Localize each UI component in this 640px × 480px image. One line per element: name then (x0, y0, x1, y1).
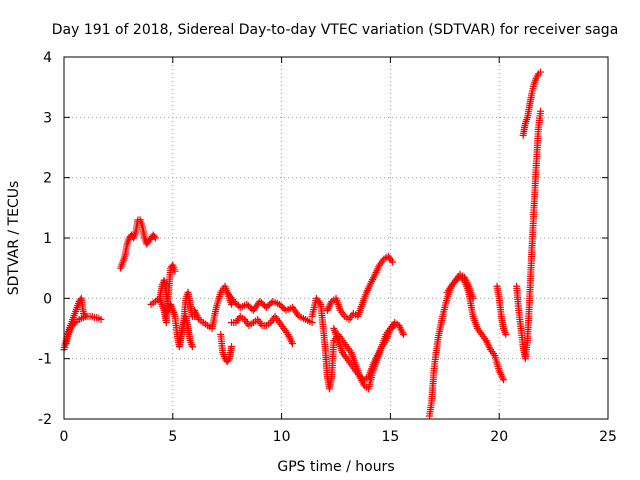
data-point (469, 294, 477, 302)
data-point (230, 297, 238, 305)
data-point (262, 303, 270, 311)
data-point (231, 299, 239, 307)
y-tick-label: -2 (38, 412, 52, 428)
data-point (500, 376, 508, 384)
x-tick-label: 5 (168, 429, 177, 445)
y-axis-label: SDTVAR / TECUs (6, 181, 22, 296)
y-tick-label: 0 (43, 291, 52, 307)
y-tick-label: 3 (43, 110, 52, 126)
data-point (537, 68, 545, 76)
data-point (171, 267, 179, 275)
data-point (256, 297, 264, 305)
chart-title: Day 191 of 2018, Sidereal Day-to-day VTE… (52, 22, 619, 38)
data-point (243, 300, 251, 308)
x-tick-label: 20 (490, 429, 508, 445)
data-point (277, 302, 285, 310)
data-point (244, 302, 252, 310)
data-point (257, 299, 265, 307)
data-point (82, 312, 90, 320)
data-point (233, 300, 241, 308)
y-tick-label: 2 (43, 171, 52, 187)
data-point (279, 303, 287, 311)
data-point (288, 340, 296, 348)
axis-ticks: 0 5 10 15 20 25 -2 -1 0 1 2 3 4 (38, 50, 617, 445)
data-point (97, 315, 105, 323)
data-point (228, 343, 236, 351)
data-point (308, 318, 316, 326)
data-point (150, 232, 158, 240)
data-point (264, 302, 272, 310)
data-points (60, 68, 545, 420)
data-point (259, 300, 267, 308)
data-point (502, 331, 510, 339)
data-point (537, 107, 545, 115)
plot-frame (63, 56, 609, 420)
x-tick-label: 0 (60, 429, 69, 445)
data-point (188, 343, 196, 351)
data-point (389, 258, 397, 266)
x-axis-label: GPS time / hours (277, 459, 394, 475)
x-tick-label: 25 (599, 429, 617, 445)
data-point (399, 331, 407, 339)
data-point (246, 303, 254, 311)
y-tick-label: 4 (43, 50, 52, 66)
data-point (224, 356, 232, 364)
data-point (151, 234, 159, 242)
y-tick-label: 1 (43, 231, 52, 247)
x-tick-label: 15 (381, 429, 399, 445)
y-tick-label: -1 (38, 352, 52, 368)
data-point (275, 300, 283, 308)
x-tick-label: 10 (273, 429, 291, 445)
data-point (266, 300, 274, 308)
